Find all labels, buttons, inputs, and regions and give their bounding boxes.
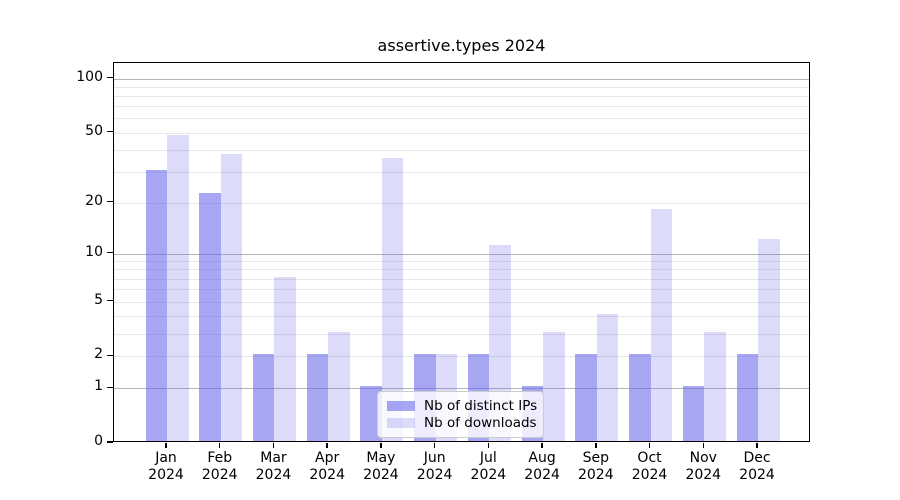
y-tick-label: 0 — [94, 433, 103, 449]
bar-distinct-ips — [575, 354, 597, 441]
bar-distinct-ips — [252, 354, 275, 441]
legend-item-downloads: Nb of downloads — [387, 415, 537, 431]
y-tick-mark — [107, 441, 113, 443]
x-tick-label: Oct 2024 — [631, 450, 668, 483]
bar-downloads — [650, 208, 673, 441]
major-gridline — [114, 253, 809, 255]
y-tick-label: 20 — [85, 192, 103, 209]
y-tick-label: 10 — [85, 243, 103, 260]
legend-label-downloads: Nb of downloads — [424, 415, 537, 431]
x-tick-mark — [380, 443, 382, 448]
x-tick-mark — [272, 443, 275, 448]
minor-gridline — [114, 118, 809, 120]
bar-downloads — [381, 158, 404, 441]
x-tick-label: Jul 2024 — [470, 450, 507, 483]
y-tick-mark — [107, 299, 113, 302]
y-tick-mark — [107, 200, 113, 203]
bar-downloads — [704, 331, 726, 441]
x-tick-mark — [648, 443, 651, 448]
x-tick-label: Nov 2024 — [685, 450, 722, 483]
y-tick-mark — [107, 251, 113, 254]
x-tick-mark — [595, 443, 597, 448]
bar-distinct-ips — [145, 169, 167, 441]
x-tick-label: Aug 2024 — [524, 450, 560, 483]
x-tick-label: May 2024 — [363, 450, 399, 483]
legend-item-distinct-ips: Nb of distinct IPs — [387, 398, 538, 414]
x-tick-label: Dec 2024 — [739, 450, 775, 483]
x-tick-mark — [487, 443, 490, 448]
x-tick-mark — [165, 443, 167, 448]
bar-distinct-ips — [736, 354, 758, 441]
minor-gridline — [114, 289, 809, 291]
major-gridline — [114, 78, 809, 80]
minor-gridline — [114, 171, 809, 173]
x-tick-label: Jun 2024 — [416, 450, 453, 483]
x-tick-mark — [219, 443, 221, 448]
y-tick-label: 5 — [94, 291, 103, 308]
minor-gridline — [114, 106, 809, 108]
bar-downloads — [596, 313, 619, 441]
y-tick-mark — [107, 130, 113, 133]
x-tick-label: Jan 2024 — [148, 450, 184, 483]
minor-gridline — [114, 278, 809, 280]
minor-gridline — [114, 202, 809, 204]
x-tick-label: Mar 2024 — [255, 450, 292, 483]
bar-downloads — [274, 276, 296, 441]
bar-downloads — [167, 135, 189, 441]
major-gridline — [114, 388, 809, 390]
x-tick-mark — [433, 443, 436, 448]
minor-gridline — [114, 333, 809, 335]
y-tick-label: 100 — [76, 68, 103, 85]
minor-gridline — [114, 356, 809, 358]
minor-gridline — [114, 269, 809, 271]
legend: Nb of distinct IPs Nb of downloads — [377, 391, 544, 438]
y-tick-mark — [107, 386, 113, 388]
y-tick-mark — [107, 354, 113, 356]
bar-distinct-ips — [360, 386, 382, 441]
y-tick-label: 1 — [94, 378, 103, 395]
x-tick-label: Feb 2024 — [201, 450, 238, 483]
bar-distinct-ips — [199, 193, 221, 441]
bar-distinct-ips — [682, 386, 705, 441]
bar-downloads — [758, 238, 780, 441]
x-tick-mark — [541, 443, 543, 448]
x-tick-label: Apr 2024 — [309, 450, 345, 483]
x-tick-mark — [702, 443, 704, 448]
bar-downloads — [220, 153, 243, 441]
legend-swatch-downloads-icon — [387, 418, 415, 428]
legend-swatch-distinct-ips-icon — [387, 401, 415, 411]
bar-downloads — [543, 331, 565, 441]
y-tick-label: 50 — [85, 122, 103, 139]
minor-gridline — [114, 149, 809, 151]
minor-gridline — [114, 261, 809, 263]
y-tick-label: 2 — [94, 346, 103, 363]
y-tick-mark — [107, 76, 113, 79]
minor-gridline — [114, 95, 809, 97]
legend-label-distinct-ips: Nb of distinct IPs — [424, 398, 538, 414]
x-tick-mark — [756, 443, 758, 448]
bar-downloads — [328, 331, 350, 441]
minor-gridline — [114, 86, 809, 88]
minor-gridline — [114, 315, 809, 317]
plot-area — [113, 62, 810, 442]
minor-gridline — [114, 132, 809, 134]
x-tick-label: Sep 2024 — [577, 450, 614, 483]
bar-distinct-ips — [306, 354, 329, 441]
minor-gridline — [114, 301, 809, 303]
x-tick-mark — [326, 443, 328, 448]
chart-title: assertive.types 2024 — [377, 36, 546, 55]
bar-distinct-ips — [629, 354, 651, 441]
